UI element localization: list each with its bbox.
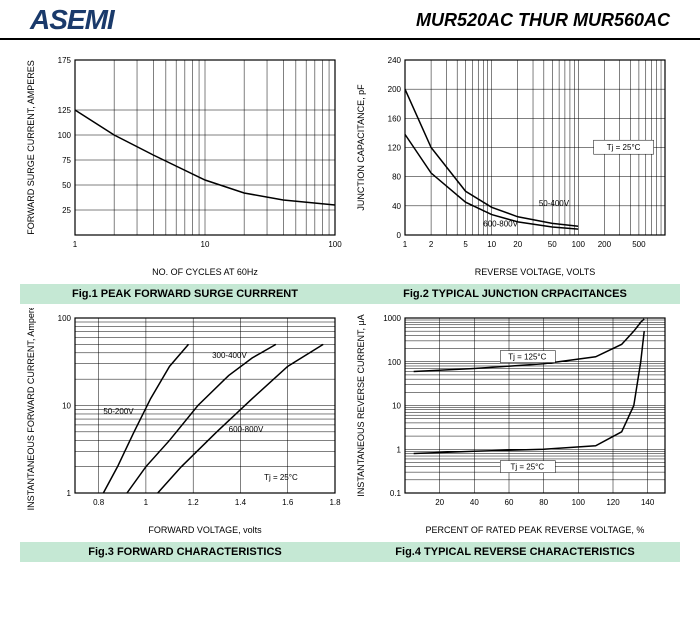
- panel-fig1: 1 10 100 25 50 75 100 125 175 NO. OF CYCLES AT 60…: [20, 50, 350, 308]
- svg-text:50-200V: 50-200V: [103, 407, 134, 416]
- svg-text:100: 100: [58, 131, 72, 140]
- caption-fig1: Fig.1 PEAK FORWARD SURGE CURRRENT: [20, 284, 350, 304]
- brand-logo: ASEMI: [30, 4, 114, 36]
- svg-text:1000: 1000: [383, 314, 401, 323]
- svg-text:120: 120: [388, 144, 402, 153]
- svg-text:0: 0: [397, 231, 402, 240]
- part-number: MUR520AC THUR MUR560AC: [416, 10, 670, 31]
- svg-text:1: 1: [67, 489, 72, 498]
- svg-text:500: 500: [632, 240, 646, 249]
- page-header: ASEMI MUR520AC THUR MUR560AC: [0, 0, 700, 40]
- chart-fig4: 20 40 60 80 100 120 140 0.1 1 10 100 1000 PERCENT OF…: [350, 308, 680, 538]
- svg-text:25: 25: [62, 206, 71, 215]
- svg-text:5: 5: [463, 240, 468, 249]
- svg-text:NO. OF CYCLES AT 60Hz: NO. OF CYCLES AT 60Hz: [152, 267, 258, 277]
- svg-text:PERCENT OF RATED PEAK REVERSE: PERCENT OF RATED PEAK REVERSE VOLTAGE, %: [426, 525, 645, 535]
- svg-text:100: 100: [58, 314, 72, 323]
- svg-text:50: 50: [62, 181, 71, 190]
- svg-text:1: 1: [397, 445, 402, 454]
- svg-text:140: 140: [641, 498, 655, 507]
- svg-text:10: 10: [487, 240, 496, 249]
- svg-text:240: 240: [388, 56, 402, 65]
- svg-text:300-400V: 300-400V: [212, 351, 247, 360]
- chart-grid: 110100255075100125175NO. OF CYCLES AT 60…: [0, 50, 700, 566]
- svg-text:120: 120: [606, 498, 620, 507]
- svg-text:20: 20: [513, 240, 522, 249]
- svg-text:JUNCTION CAPACITANCE, pF: JUNCTION CAPACITANCE, pF: [356, 84, 366, 211]
- svg-text:Tj = 25°C: Tj = 25°C: [264, 473, 298, 482]
- svg-text:10: 10: [62, 402, 71, 411]
- svg-text:100: 100: [388, 358, 402, 367]
- panel-fig3: 0.8 1 1.2 1.4 1.6 1.8 1 10 100 FORWARD VOLTAGE, v…: [20, 308, 350, 566]
- svg-text:1.8: 1.8: [329, 498, 341, 507]
- svg-text:100: 100: [328, 240, 342, 249]
- svg-text:100: 100: [572, 240, 586, 249]
- svg-text:160: 160: [388, 114, 402, 123]
- svg-text:600-800V: 600-800V: [229, 425, 264, 434]
- svg-text:600-800V: 600-800V: [483, 219, 518, 228]
- svg-text:INSTANTANEOUS REVERSE CURRENT,: INSTANTANEOUS REVERSE CURRENT, μA: [356, 314, 366, 496]
- svg-text:80: 80: [392, 173, 401, 182]
- chart-fig1: 1 10 100 25 50 75 100 125 175 NO. OF CYCLES AT 60…: [20, 50, 350, 280]
- panel-fig2: 1 2 5 10 20 50 100 200 500 0 40 80 120 160 200 240 REVER…: [350, 50, 680, 308]
- svg-text:50: 50: [548, 240, 557, 249]
- svg-text:125: 125: [58, 106, 72, 115]
- svg-text:0.1: 0.1: [390, 489, 402, 498]
- svg-text:40: 40: [392, 202, 401, 211]
- svg-text:1: 1: [403, 240, 408, 249]
- svg-text:50-400V: 50-400V: [539, 199, 570, 208]
- svg-text:1.4: 1.4: [235, 498, 247, 507]
- svg-text:175: 175: [58, 56, 72, 65]
- svg-text:Tj = 25°C: Tj = 25°C: [511, 463, 545, 472]
- svg-text:10: 10: [392, 402, 401, 411]
- svg-text:1: 1: [73, 240, 78, 249]
- svg-text:Tj = 25°C: Tj = 25°C: [607, 143, 641, 152]
- chart-fig3: 0.8 1 1.2 1.4 1.6 1.8 1 10 100 FORWARD VOLTAGE, v…: [20, 308, 350, 538]
- svg-text:100: 100: [572, 498, 586, 507]
- svg-text:0.8: 0.8: [93, 498, 105, 507]
- svg-text:FORWARD VOLTAGE, volts: FORWARD VOLTAGE, volts: [148, 525, 262, 535]
- svg-text:INSTANTANEOUS FORWARD CURRENT,: INSTANTANEOUS FORWARD CURRENT, Amperes: [26, 308, 36, 510]
- svg-text:Tj = 125°C: Tj = 125°C: [508, 353, 546, 362]
- svg-text:2: 2: [429, 240, 434, 249]
- svg-text:1.2: 1.2: [188, 498, 200, 507]
- svg-text:200: 200: [598, 240, 612, 249]
- svg-text:1.6: 1.6: [282, 498, 294, 507]
- svg-text:60: 60: [505, 498, 514, 507]
- svg-text:1: 1: [144, 498, 149, 507]
- svg-text:80: 80: [539, 498, 548, 507]
- svg-text:20: 20: [435, 498, 444, 507]
- panel-fig4: 20 40 60 80 100 120 140 0.1 1 10 100 1000 PERCENT OF…: [350, 308, 680, 566]
- chart-fig2: 1 2 5 10 20 50 100 200 500 0 40 80 120 160 200 240 REVER…: [350, 50, 680, 280]
- svg-text:40: 40: [470, 498, 479, 507]
- caption-fig2: Fig.2 TYPICAL JUNCTION CRPACITANCES: [350, 284, 680, 304]
- svg-text:75: 75: [62, 156, 71, 165]
- svg-text:REVERSE VOLTAGE, VOLTS: REVERSE VOLTAGE, VOLTS: [475, 267, 596, 277]
- svg-text:FORWARD SURGE CURRENT, AMPERES: FORWARD SURGE CURRENT, AMPERES: [26, 60, 36, 235]
- caption-fig4: Fig.4 TYPICAL REVERSE CHARACTERISTICS: [350, 542, 680, 562]
- svg-text:10: 10: [201, 240, 210, 249]
- caption-fig3: Fig.3 FORWARD CHARACTERISTICS: [20, 542, 350, 562]
- svg-text:200: 200: [388, 85, 402, 94]
